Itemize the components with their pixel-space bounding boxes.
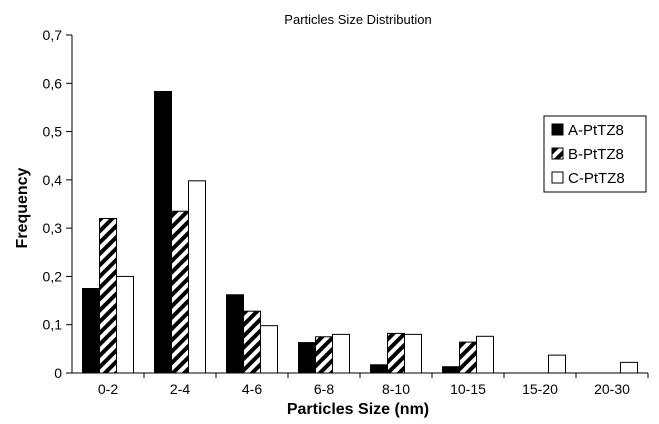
x-tick-label: 4-6 (242, 381, 262, 397)
chart-title: Particles Size Distribution (284, 12, 431, 27)
x-tick-label: 6-8 (314, 381, 334, 397)
legend-swatch (552, 124, 563, 135)
x-tick-label: 8-10 (382, 381, 410, 397)
bar (549, 355, 566, 373)
legend-swatch (552, 148, 563, 159)
y-tick-label: 0,5 (43, 124, 63, 140)
bar (227, 295, 244, 373)
legend-swatch (552, 172, 563, 183)
bar (172, 211, 189, 373)
x-tick-label: 20-30 (594, 381, 630, 397)
y-tick-label: 0,2 (43, 268, 63, 284)
bar (477, 336, 494, 373)
plot-area: 0 0,1 0,2 0,3 0,4 0,5 0,6 0,7 0-2 2-4 4-6 6-8 8-10 10… (43, 27, 648, 397)
y-tick-label: 0 (54, 365, 62, 381)
y-axis-label: Frequency (14, 167, 31, 248)
x-tick-label: 10-15 (450, 381, 486, 397)
y-tick-label: 0,1 (43, 317, 63, 333)
y-tick-label: 0,4 (43, 172, 63, 188)
bar (316, 337, 333, 373)
bar (261, 326, 278, 373)
bar (405, 334, 422, 373)
legend-label: B-PtTZ8 (568, 146, 624, 163)
bar (100, 218, 117, 373)
bar (189, 181, 206, 373)
bar (388, 333, 405, 373)
bar (244, 311, 261, 373)
bar (460, 342, 477, 373)
bar (443, 367, 460, 373)
bar (155, 91, 172, 373)
bar (333, 334, 350, 373)
bar (83, 289, 100, 374)
y-tick-label: 0,3 (43, 220, 63, 236)
x-axis-label: Particles Size (nm) (287, 401, 429, 418)
legend-label: A-PtTZ8 (568, 122, 624, 139)
bar (371, 365, 388, 373)
y-tick-label: 0,6 (43, 75, 63, 91)
bar (621, 362, 638, 373)
bar (117, 276, 134, 373)
bar (299, 343, 316, 373)
x-tick-label: 15-20 (522, 381, 558, 397)
x-tick-label: 0-2 (98, 381, 118, 397)
legend: A-PtTZ8 B-PtTZ8 C-PtTZ8 (544, 116, 646, 192)
y-tick-label: 0,7 (43, 27, 63, 43)
x-tick-label: 2-4 (170, 381, 190, 397)
legend-label: C-PtTZ8 (568, 170, 625, 187)
